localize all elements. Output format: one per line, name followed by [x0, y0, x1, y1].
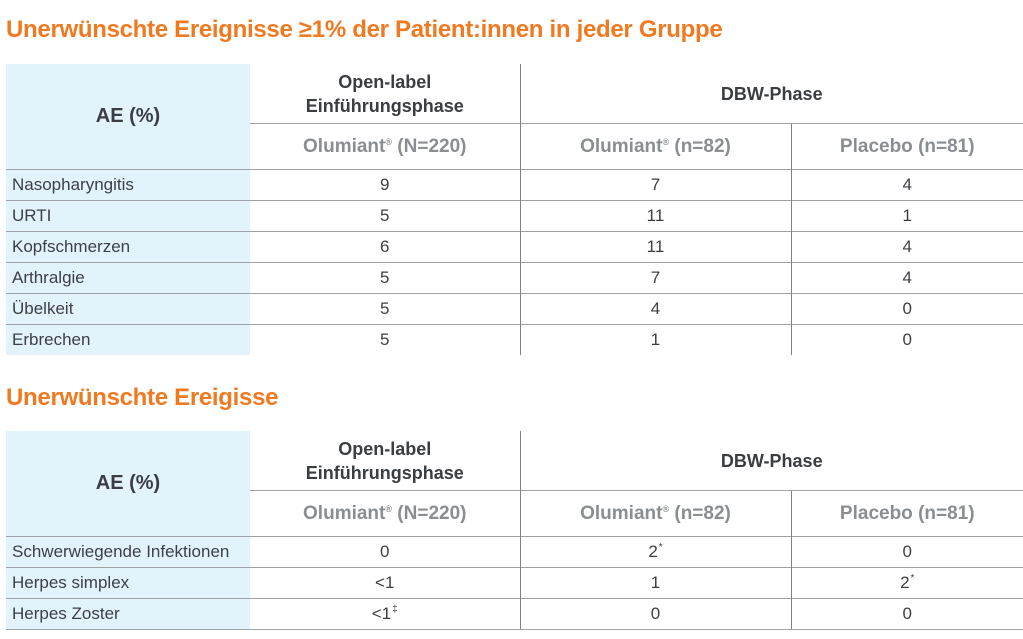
value-olumiant-n82: 1 — [519, 567, 791, 599]
table-row: Übelkeit 5 4 0 — [6, 293, 1023, 325]
footnote-mark: * — [658, 542, 663, 553]
row-label: Übelkeit — [6, 293, 250, 325]
table1-title: Unerwünschte Ereignisse ≥1% der Patient:… — [6, 16, 723, 43]
value-olumiant-n82: 1 — [519, 324, 791, 355]
table-row: URTI 5 11 1 — [6, 200, 1023, 232]
value-olumiant-n220: 0 — [250, 536, 520, 568]
value-placebo: 4 — [790, 262, 1023, 294]
value-olumiant-n82: 0 — [519, 598, 791, 630]
value-olumiant-n82: 7 — [519, 169, 791, 201]
value-placebo: 0 — [790, 293, 1023, 325]
value-placebo: 0 — [790, 598, 1023, 630]
olumiant-n220-header: Olumiant® (N=220) — [250, 490, 520, 537]
olumiant-n82-header: Olumiant® (n=82) — [519, 123, 791, 170]
row-label: Schwerwiegende Infektionen — [6, 536, 250, 568]
adverse-events-table-1: AE (%) Open-label Einführungsphase DBW-Ph… — [6, 64, 1023, 355]
row-label: Herpes simplex — [6, 567, 250, 599]
dbw-phase-header: DBW-Phase — [519, 64, 1023, 124]
value-placebo: 4 — [790, 231, 1023, 263]
value-placebo: 1 — [790, 200, 1023, 232]
ae-percent-header: AE (%) — [6, 431, 250, 537]
placebo-n81-header: Placebo (n=81) — [790, 123, 1023, 170]
value-olumiant-n82: 4 — [519, 293, 791, 325]
footnote-mark: ‡ — [392, 604, 398, 615]
value-olumiant-n82: 11 — [519, 200, 791, 232]
table2-title: Unerwünschte Ereigisse — [6, 384, 279, 411]
value-placebo: 0 — [790, 536, 1023, 568]
olumiant-n220-header: Olumiant® (N=220) — [250, 123, 520, 170]
placebo-n81-header: Placebo (n=81) — [790, 490, 1023, 537]
value-placebo: 0 — [790, 324, 1023, 355]
row-label: Herpes Zoster — [6, 598, 250, 630]
table-row: Herpes simplex <1 1 2* — [6, 567, 1023, 599]
value-olumiant-n82: 11 — [519, 231, 791, 263]
value-olumiant-n220: 5 — [250, 293, 520, 325]
open-label-line2: Einführungsphase — [305, 95, 464, 116]
value-olumiant-n220: <1 — [250, 567, 520, 599]
table-row: Nasopharyngitis 9 7 4 — [6, 169, 1023, 201]
value-placebo: 2* — [790, 567, 1023, 599]
value-placebo: 4 — [790, 169, 1023, 201]
row-label: Nasopharyngitis — [6, 169, 250, 201]
table-row: Arthralgie 5 7 4 — [6, 262, 1023, 294]
open-label-line1: Open-label — [338, 71, 432, 92]
value-olumiant-n220: 6 — [250, 231, 520, 263]
open-label-header: Open-label Einführungsphase — [250, 64, 520, 124]
row-label: URTI — [6, 200, 250, 232]
ae-percent-header: AE (%) — [6, 64, 250, 170]
table-row: Erbrechen 5 1 0 — [6, 324, 1023, 355]
value-olumiant-n82: 2* — [519, 536, 791, 568]
value-olumiant-n220: 5 — [250, 324, 520, 355]
open-label-line1: Open-label — [338, 438, 432, 459]
value-olumiant-n82: 7 — [519, 262, 791, 294]
adverse-events-table-2: AE (%) Open-label Einführungsphase DBW-Ph… — [6, 431, 1023, 630]
table-row: Schwerwiegende Infektionen 0 2* 0 — [6, 536, 1023, 568]
row-label: Erbrechen — [6, 324, 250, 355]
open-label-header: Open-label Einführungsphase — [250, 431, 520, 491]
footnote-mark: * — [910, 573, 915, 584]
open-label-line2: Einführungsphase — [305, 462, 464, 483]
value-olumiant-n220: 5 — [250, 262, 520, 294]
table-row: Kopfschmerzen 6 11 4 — [6, 231, 1023, 263]
row-label: Arthralgie — [6, 262, 250, 294]
row-label: Kopfschmerzen — [6, 231, 250, 263]
olumiant-n82-header: Olumiant® (n=82) — [519, 490, 791, 537]
value-olumiant-n220: 9 — [250, 169, 520, 201]
dbw-phase-header: DBW-Phase — [519, 431, 1023, 491]
value-olumiant-n220: <1‡ — [250, 598, 520, 630]
table-row: Herpes Zoster <1‡ 0 0 — [6, 598, 1023, 630]
value-olumiant-n220: 5 — [250, 200, 520, 232]
